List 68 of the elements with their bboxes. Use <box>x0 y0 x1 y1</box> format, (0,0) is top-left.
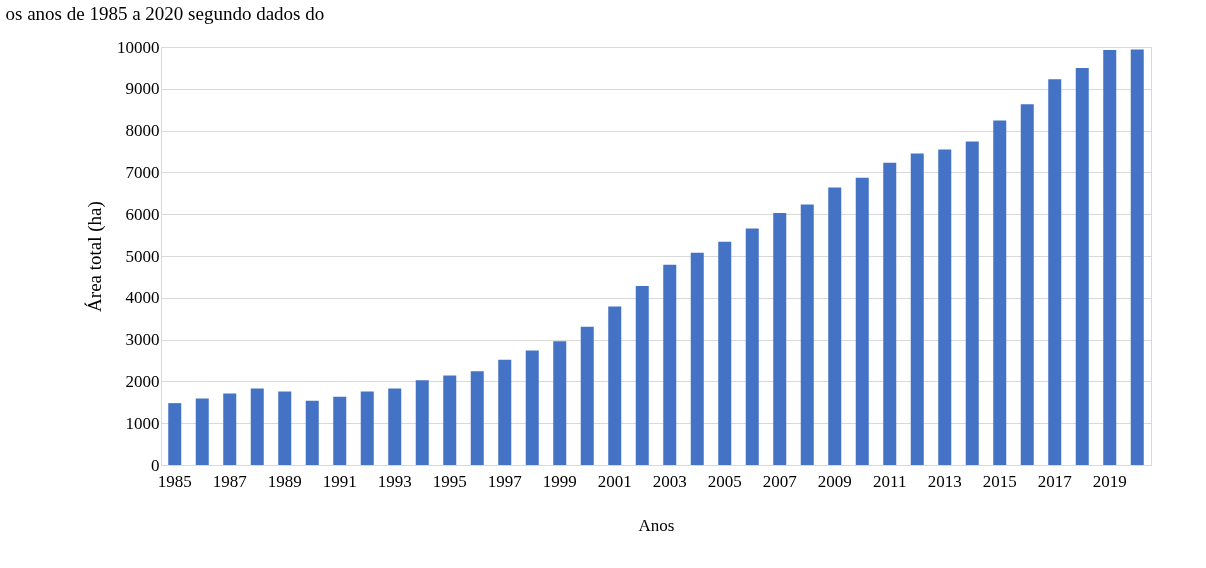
y-tick-label: 1000 <box>125 413 160 433</box>
y-tick-label: 2000 <box>125 371 160 391</box>
bar <box>223 393 237 465</box>
bar <box>1020 104 1034 465</box>
bar <box>525 350 539 465</box>
x-tick-label: 2007 <box>762 471 798 491</box>
x-tick-label: 1989 <box>267 471 302 491</box>
bar <box>470 371 484 465</box>
bar <box>443 375 457 465</box>
x-tick-label: 1987 <box>212 471 248 491</box>
y-tick-label: 4000 <box>125 288 160 308</box>
x-tick-label: 1995 <box>432 471 467 491</box>
bar <box>580 326 594 465</box>
bar <box>388 388 402 465</box>
bar <box>800 204 814 465</box>
bar <box>415 380 429 465</box>
bar <box>278 391 292 465</box>
bar <box>855 177 869 465</box>
y-tick-label: 8000 <box>125 121 160 141</box>
bar <box>965 141 979 465</box>
x-tick-label: 2011 <box>873 471 907 491</box>
x-tick-label: 2005 <box>707 471 742 491</box>
bar <box>910 153 924 465</box>
bar <box>333 396 347 465</box>
bar <box>1075 67 1089 465</box>
bar <box>718 241 732 465</box>
bar <box>1103 49 1117 465</box>
y-tick-label: 6000 <box>125 204 160 224</box>
bar <box>1130 49 1144 465</box>
bar <box>250 388 264 465</box>
bar <box>828 187 842 465</box>
y-tick-label: 7000 <box>125 162 160 182</box>
bar <box>745 228 759 465</box>
x-tick-label: 2003 <box>652 471 687 491</box>
bar <box>195 398 209 465</box>
x-tick-label: 1991 <box>322 471 357 491</box>
y-axis-title: Área total (ha) <box>84 201 106 312</box>
text: os anos de 1985 a 2020 segundo dados do <box>5 3 325 24</box>
bar <box>498 359 512 465</box>
y-tick-label: 5000 <box>125 246 160 266</box>
x-tick-label: 2001 <box>597 471 632 491</box>
bar <box>663 264 677 465</box>
x-tick-label: 2019 <box>1092 471 1127 491</box>
x-axis-title: Anos <box>638 515 675 535</box>
bar <box>305 400 319 465</box>
y-tick-label: 10000 <box>117 37 160 57</box>
bar <box>608 306 622 465</box>
x-tick-label: 2009 <box>817 471 852 491</box>
x-tick-label: 1993 <box>377 471 412 491</box>
y-tick-label: 0 <box>151 455 160 475</box>
x-tick-label: 2015 <box>982 471 1017 491</box>
y-tick-label: 3000 <box>125 330 160 350</box>
bar <box>553 341 567 465</box>
x-tick-label: 2013 <box>927 471 962 491</box>
bar <box>993 120 1007 465</box>
y-tick-label: 9000 <box>125 79 160 99</box>
bar <box>168 403 182 465</box>
bar <box>635 286 649 465</box>
bar <box>360 391 374 465</box>
bar <box>883 162 897 465</box>
x-tick-label: 1985 <box>157 471 192 491</box>
bar <box>773 212 787 465</box>
bar <box>690 252 704 465</box>
x-tick-label: 1999 <box>542 471 577 491</box>
x-tick-label: 2017 <box>1037 471 1073 491</box>
bar <box>938 149 952 465</box>
bar <box>1048 79 1062 465</box>
x-tick-label: 1997 <box>487 471 523 491</box>
